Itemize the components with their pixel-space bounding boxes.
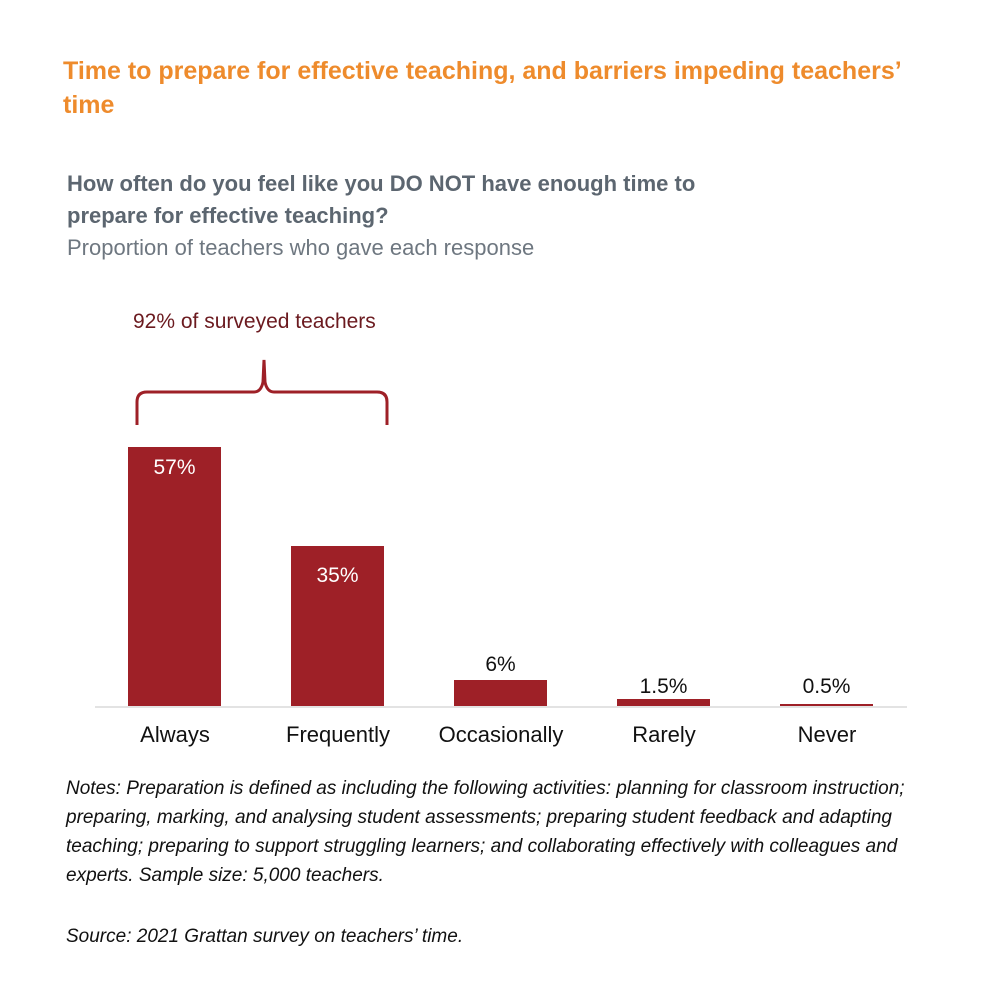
chart-question: How often do you feel like you DO NOT ha… (67, 171, 696, 228)
bar-value-label: 0.5% (802, 675, 851, 698)
bar-value-label: 35% (316, 564, 359, 587)
chart-notes: Notes: Preparation is defined as includi… (66, 778, 905, 886)
bar-value-label: 1.5% (639, 675, 688, 698)
category-label-rarely: Rarely (632, 722, 696, 747)
bar-never (780, 704, 873, 706)
bar-occasionally (454, 680, 547, 706)
category-label-frequently: Frequently (286, 722, 390, 747)
bracket-annotation-label: 92% of surveyed teachers (133, 310, 376, 333)
chart-subtitle: Proportion of teachers who gave each res… (67, 235, 535, 260)
chart-source: Source: 2021 Grattan survey on teachers’… (66, 926, 464, 947)
category-label-never: Never (797, 722, 857, 747)
bar-rarely (617, 699, 710, 706)
bar-value-label: 57% (153, 456, 196, 479)
bar-always (128, 447, 221, 706)
x-axis-baseline (95, 706, 907, 708)
bar-value-label: 6% (485, 653, 516, 676)
figure-title: Time to prepare for effective teaching, … (63, 57, 901, 119)
category-label-occasionally: Occasionally (438, 722, 564, 747)
category-label-always: Always (140, 722, 210, 747)
bar-frequently (291, 546, 384, 706)
